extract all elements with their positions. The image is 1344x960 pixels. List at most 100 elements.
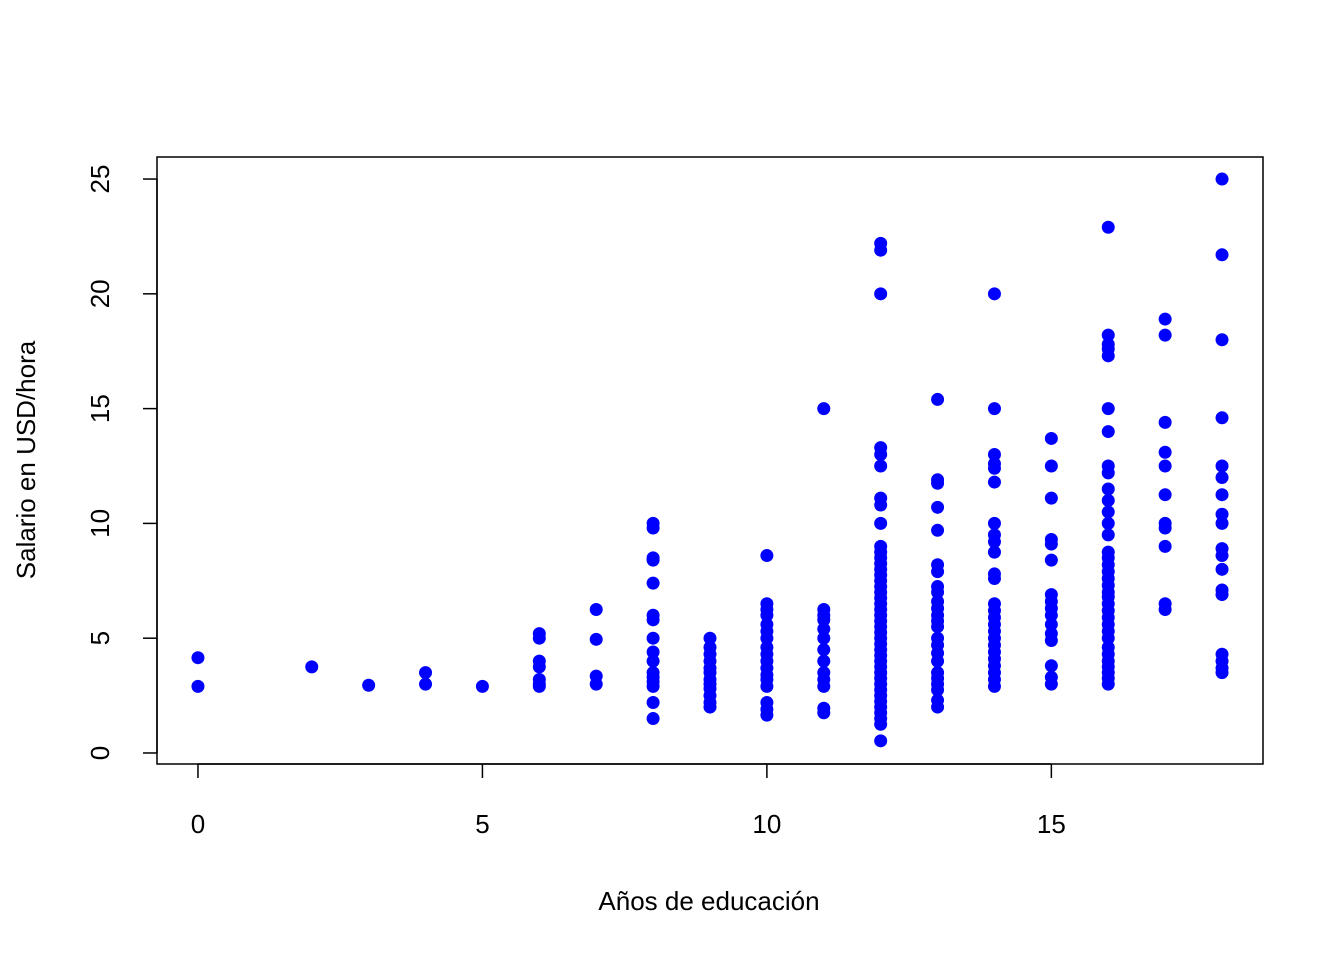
data-point	[931, 693, 945, 707]
data-point	[817, 666, 831, 680]
data-point	[817, 602, 831, 616]
x-tick-label: 10	[752, 809, 781, 839]
data-point	[1044, 532, 1058, 546]
data-point	[1101, 482, 1115, 496]
data-point	[1101, 545, 1115, 559]
data-point	[874, 287, 888, 301]
data-point	[931, 631, 945, 645]
data-point	[362, 678, 376, 692]
data-point	[646, 666, 660, 680]
x-axis: 0 5 10 15	[191, 763, 1066, 839]
data-point	[987, 402, 1001, 416]
data-point	[703, 640, 717, 654]
data-points	[191, 172, 1229, 748]
data-point	[1101, 337, 1115, 351]
data-point	[760, 640, 774, 654]
data-point	[1158, 328, 1172, 342]
y-tick-label: 25	[85, 165, 115, 194]
y-tick-label: 0	[85, 746, 115, 760]
data-point	[1158, 459, 1172, 473]
data-point	[874, 459, 888, 473]
data-point	[931, 666, 945, 680]
data-point	[760, 597, 774, 611]
data-point	[646, 516, 660, 530]
data-point	[1044, 670, 1058, 684]
y-axis-title: Salario en USD/hora	[11, 340, 41, 579]
data-point	[931, 473, 945, 487]
data-point	[931, 594, 945, 608]
data-point	[589, 632, 603, 646]
data-point	[1044, 588, 1058, 602]
data-point	[1044, 659, 1058, 673]
data-point	[1215, 411, 1229, 425]
x-tick-label: 5	[475, 809, 489, 839]
data-point	[1101, 528, 1115, 542]
data-point	[1101, 516, 1115, 530]
data-point	[532, 627, 546, 641]
data-point	[1215, 647, 1229, 661]
data-point	[1101, 640, 1115, 654]
x-tick-label: 15	[1037, 809, 1066, 839]
data-point	[1101, 425, 1115, 439]
data-point	[931, 580, 945, 594]
data-point	[646, 608, 660, 622]
data-point	[1044, 553, 1058, 567]
data-point	[1158, 445, 1172, 459]
data-point	[1158, 488, 1172, 502]
data-point	[817, 622, 831, 636]
data-point	[874, 441, 888, 455]
data-point	[931, 392, 945, 406]
data-point	[817, 643, 831, 657]
data-point	[987, 597, 1001, 611]
data-point	[1215, 583, 1229, 597]
data-point	[191, 651, 205, 665]
data-point	[1101, 220, 1115, 234]
data-point	[1101, 402, 1115, 416]
data-point	[760, 617, 774, 631]
data-point	[646, 654, 660, 668]
data-point	[874, 236, 888, 250]
data-point	[646, 695, 660, 709]
data-point	[1215, 507, 1229, 521]
data-point	[646, 712, 660, 726]
data-point	[646, 551, 660, 565]
data-point	[760, 549, 774, 563]
y-axis: 0 5 10 15 20 25	[85, 165, 158, 760]
data-point	[703, 631, 717, 645]
y-tick-label: 10	[85, 509, 115, 538]
data-point	[1158, 516, 1172, 530]
data-point	[931, 500, 945, 514]
data-point	[1158, 539, 1172, 553]
data-point	[419, 677, 433, 691]
data-point	[817, 631, 831, 645]
data-point	[1101, 493, 1115, 507]
data-point	[760, 695, 774, 709]
data-point	[191, 679, 205, 693]
data-point	[817, 654, 831, 668]
data-point	[1215, 562, 1229, 576]
data-point	[419, 666, 433, 680]
data-point	[817, 402, 831, 416]
data-point	[589, 602, 603, 616]
data-point	[874, 491, 888, 505]
y-tick-label: 20	[85, 279, 115, 308]
data-point	[987, 516, 1001, 530]
data-point	[532, 673, 546, 687]
data-point	[1215, 470, 1229, 484]
data-point	[1158, 597, 1172, 611]
data-point	[987, 287, 1001, 301]
data-point	[987, 448, 1001, 462]
data-point	[305, 660, 319, 674]
data-point	[1215, 542, 1229, 556]
data-point	[475, 679, 489, 693]
data-point	[1215, 248, 1229, 262]
data-point	[646, 576, 660, 590]
data-point	[1215, 488, 1229, 502]
data-point	[874, 539, 888, 553]
data-point	[1215, 516, 1229, 530]
data-point	[1044, 459, 1058, 473]
data-point	[1101, 505, 1115, 519]
data-point	[1215, 459, 1229, 473]
data-point	[646, 645, 660, 659]
